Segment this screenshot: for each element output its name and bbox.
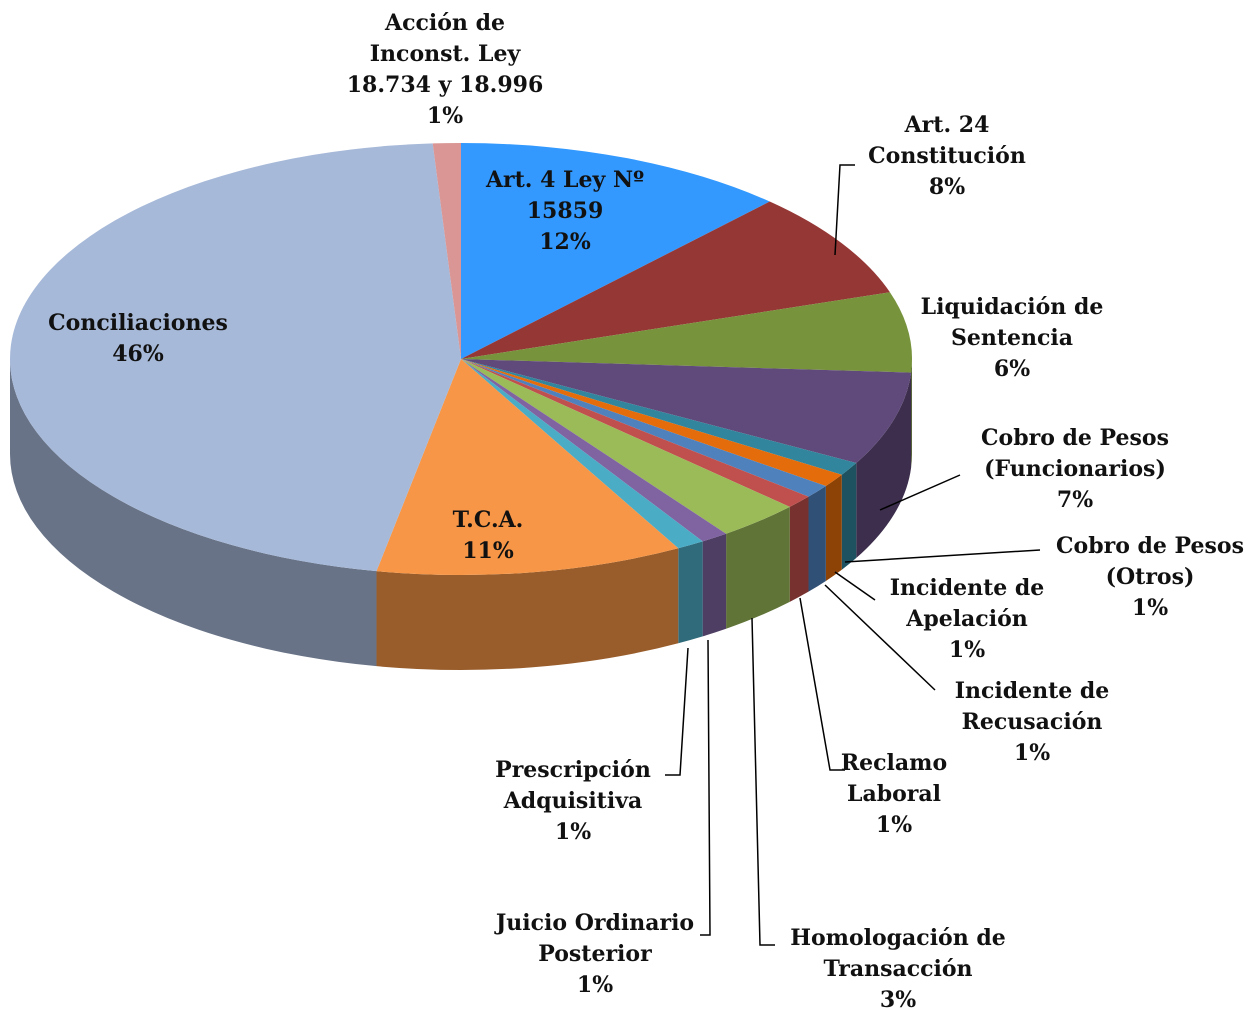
slice-side	[376, 548, 679, 670]
slice	[461, 143, 770, 359]
slice-side	[856, 372, 912, 559]
leader-line	[834, 571, 876, 601]
leader-line	[834, 164, 855, 256]
leader-line	[665, 647, 689, 776]
slice-label: Prescripción Adquisitiva 1%	[495, 755, 651, 848]
category-name: Prescripción Adquisitiva	[495, 757, 651, 814]
slice-label: Cobro de Pesos (Otros) 1%	[1056, 531, 1244, 624]
slice	[461, 359, 826, 497]
leader-line	[824, 584, 936, 691]
value-label: 1%	[948, 637, 986, 663]
value-label: 12%	[539, 229, 591, 255]
value-label: 3%	[879, 987, 917, 1013]
slice-label: Reclamo Laboral 1%	[841, 748, 947, 841]
slice-label: Cobro de Pesos (Funcionarios) 7%	[981, 423, 1169, 516]
value-label: 1%	[426, 103, 464, 129]
slice	[461, 292, 912, 373]
category-name: Incidente de Recusación	[954, 678, 1110, 735]
value-label: 1%	[576, 972, 614, 998]
slice-side	[10, 359, 377, 667]
leader-line	[844, 549, 1041, 563]
leader-line	[879, 474, 961, 511]
slice-label: Incidente de Apelación 1%	[890, 573, 1045, 666]
value-label: 6%	[993, 356, 1031, 382]
category-name: Liquidación de Sentencia	[920, 294, 1104, 351]
category-name: Homologación de Transacción	[790, 925, 1006, 982]
value-label: 46%	[112, 341, 164, 367]
slice-label: Art. 4 Ley Nº 15859 12%	[486, 165, 644, 258]
slice-side	[789, 496, 809, 602]
slice	[461, 359, 912, 464]
leader-line	[799, 597, 845, 771]
value-label: 1%	[1013, 740, 1051, 766]
slice-label: Juicio Ordinario Posterior 1%	[496, 908, 694, 1001]
slice-label: Liquidación de Sentencia 6%	[921, 292, 1104, 385]
value-label: 7%	[1056, 487, 1094, 513]
category-name: Acción de Inconst. Ley 18.734 y 18.996	[346, 10, 544, 98]
slice-label: T.C.A. 11%	[453, 505, 524, 567]
slice-label: Acción de Inconst. Ley 18.734 y 18.996 1%	[347, 8, 544, 132]
leaders	[665, 164, 1041, 946]
value-label: 1%	[1131, 595, 1169, 621]
slice	[461, 359, 842, 486]
slice	[461, 359, 790, 534]
category-name: Cobro de Pesos (Funcionarios)	[981, 425, 1169, 482]
slice	[461, 201, 890, 359]
category-name: Conciliaciones	[48, 310, 228, 336]
leader-line	[700, 639, 711, 936]
category-name: Juicio Ordinario Posterior	[495, 910, 695, 967]
slice-tops	[9, 143, 912, 575]
slice-label: Homologación de Transacción 3%	[790, 923, 1006, 1016]
leader-line	[751, 617, 775, 946]
category-name: Art. 24 Constitución	[868, 112, 1026, 169]
value-label: 1%	[554, 819, 592, 845]
slice	[432, 143, 461, 359]
slice	[376, 359, 679, 575]
category-name: Art. 4 Ley Nº 15859	[485, 167, 645, 224]
slice-side	[841, 463, 857, 570]
value-label: 11%	[462, 538, 514, 564]
slice-side	[825, 474, 842, 581]
category-name: Incidente de Apelación	[889, 575, 1045, 632]
slice	[461, 359, 727, 542]
slice-side	[726, 506, 790, 629]
category-name: T.C.A.	[452, 507, 524, 533]
slice-label: Conciliaciones 46%	[48, 308, 228, 370]
slice	[461, 359, 857, 475]
category-name: Reclamo Laboral	[840, 750, 948, 807]
value-label: 1%	[875, 812, 913, 838]
slice	[461, 359, 703, 549]
slice-label: Art. 24 Constitución 8%	[868, 110, 1026, 203]
slice	[461, 359, 809, 507]
value-label: 8%	[928, 174, 966, 200]
slice-side	[702, 533, 727, 637]
category-name: Cobro de Pesos (Otros)	[1056, 533, 1244, 590]
slice-side	[678, 541, 703, 644]
slice-side	[911, 359, 912, 468]
slice-side	[808, 485, 826, 592]
slice-sides	[10, 359, 912, 670]
slice-label: Incidente de Recusación 1%	[955, 676, 1110, 769]
slice	[9, 143, 462, 572]
